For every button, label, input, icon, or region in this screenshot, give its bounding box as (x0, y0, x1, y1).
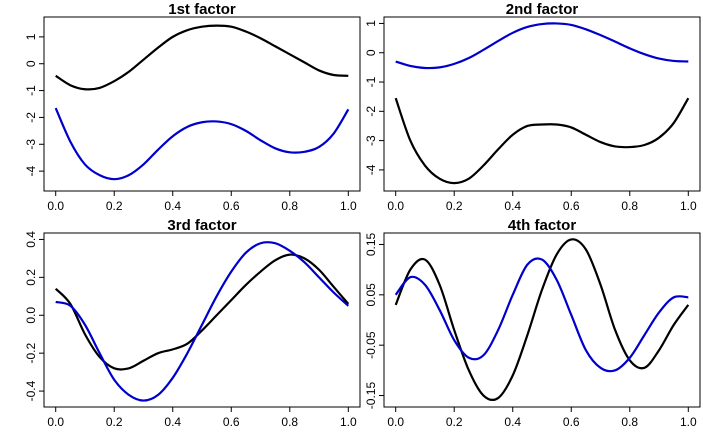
y-tick-label: -4 (24, 165, 38, 176)
y-tick-label: -0.2 (24, 343, 38, 364)
x-tick-label: 0.0 (47, 199, 64, 213)
series-line-1 (394, 238, 690, 402)
chart-title: 3rd factor (167, 217, 236, 234)
y-tick-label: -3 (364, 135, 378, 146)
plot-frame (383, 232, 701, 408)
x-tick-label: 0.8 (281, 199, 298, 213)
x-tick-label: 1.0 (680, 199, 697, 213)
y-tick-label: -0.4 (24, 380, 38, 401)
x-tick-label: 0.2 (106, 199, 123, 213)
y-tick-label: 0 (364, 49, 378, 56)
x-tick-label: 0.4 (164, 199, 181, 213)
y-tick-label: 0.2 (24, 269, 38, 286)
chart-title: 1st factor (168, 1, 236, 18)
series-line-2 (394, 257, 689, 373)
y-tick-label: -1 (24, 85, 38, 96)
y-tick-label: 1 (24, 33, 38, 40)
x-tick-label: 0.8 (621, 415, 638, 429)
x-tick-label: 0.8 (281, 415, 298, 429)
series-line-2 (394, 97, 690, 185)
plot-frame (383, 16, 701, 192)
series-line-2 (54, 107, 350, 181)
panel-1: 1st factor 0.0 0.2 0.4 0.6 0.8 1.0 -4 -3 -2 -1 0 1 (24, 1, 361, 213)
series-line-1 (395, 22, 689, 70)
plot-frame (43, 232, 361, 408)
x-tick-label: 1.0 (680, 415, 697, 429)
y-tick-label: 0.4 (24, 231, 38, 248)
x-tick-label: 0.6 (563, 415, 580, 429)
y-tick-label: -2 (364, 106, 378, 117)
chart-title: 2nd factor (506, 1, 579, 18)
chart-title: 4th factor (508, 217, 577, 234)
x-tick-label: 0.6 (223, 199, 240, 213)
y-tick-label: -3 (24, 139, 38, 150)
x-tick-label: 0.0 (47, 415, 64, 429)
x-tick-label: 0.2 (446, 199, 463, 213)
panel-4: 4th factor 0.0 0.2 0.4 0.6 0.8 1.0 -0.15 -0.05 0.… (364, 217, 701, 429)
y-tick-label: 0.15 (364, 232, 378, 256)
y-tick-label: 0.0 (24, 307, 38, 324)
plot-frame (43, 16, 361, 192)
x-tick-label: 0.6 (563, 199, 580, 213)
y-tick-label: -0.15 (364, 382, 378, 410)
y-tick-label: 0 (24, 60, 38, 67)
x-tick-label: 0.0 (387, 199, 404, 213)
y-tick-label: -0.05 (364, 331, 378, 359)
x-tick-label: 0.4 (504, 415, 521, 429)
y-tick-label: 1 (364, 20, 378, 27)
x-tick-label: 1.0 (340, 415, 357, 429)
y-tick-label: 0.05 (364, 283, 378, 307)
panel-2: 2nd factor 0.0 0.2 0.4 0.6 0.8 1.0 -4 -3 -2 -1 0 1 (364, 1, 701, 213)
series-line-2 (55, 241, 350, 402)
x-tick-label: 0.6 (223, 415, 240, 429)
x-tick-label: 0.0 (387, 415, 404, 429)
y-tick-label: -4 (364, 164, 378, 175)
x-tick-label: 0.4 (504, 199, 521, 213)
series-line-1 (55, 24, 349, 91)
x-tick-label: 0.4 (164, 415, 181, 429)
x-tick-label: 0.2 (106, 415, 123, 429)
y-tick-label: -2 (24, 112, 38, 123)
x-tick-label: 1.0 (340, 199, 357, 213)
y-tick-label: -1 (364, 76, 378, 87)
x-tick-label: 0.8 (621, 199, 638, 213)
panel-3: 3rd factor 0.0 0.2 0.4 0.6 0.8 1.0 -0.4 -0.2 0.0 0… (24, 217, 361, 429)
x-tick-label: 0.2 (446, 415, 463, 429)
